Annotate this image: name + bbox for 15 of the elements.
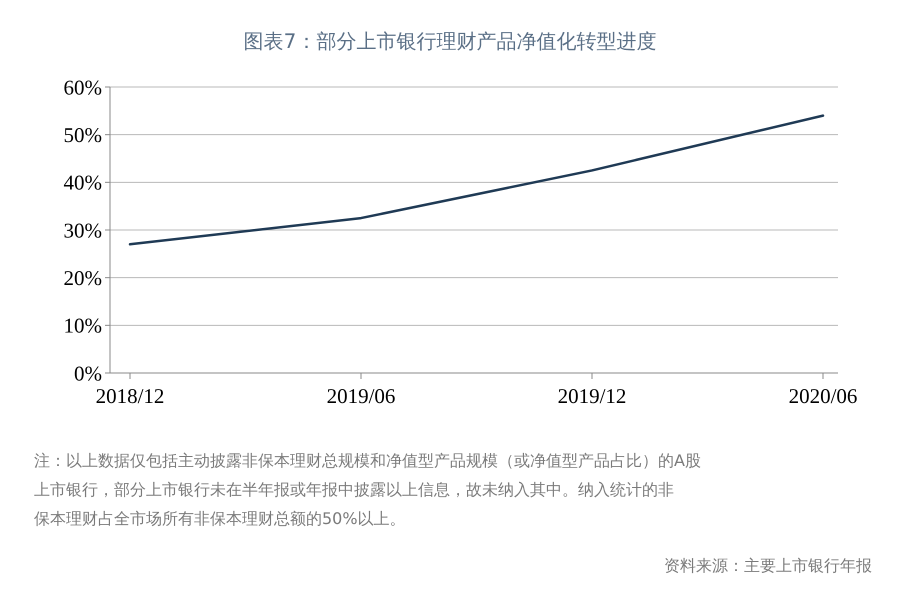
x-tick-label: 2018/12 [96, 384, 164, 408]
y-tick-label: 10% [64, 314, 102, 338]
y-tick-label: 40% [64, 170, 102, 195]
x-tick-label: 2019/12 [558, 384, 626, 408]
text: 注：以上数据仅包括主动披露非保本理财总规模和净值型产品规模（或净值型产品占比）的A股上市银行，部分上市银行未在半年报或年报中披露以上信息，故未纳入其中。纳入统计的非保本理财占全市场所有非保本理财总额的50%以上。 [34, 451, 701, 528]
y-tick-label: 30% [64, 218, 102, 242]
y-tick-label: 50% [64, 123, 102, 148]
line-series [128, 114, 824, 246]
y-tick-label: 0% [74, 361, 102, 386]
y-tick-label: 60% [64, 75, 102, 100]
y-tick-label: 20% [64, 266, 102, 290]
x-tick-label: 2019/06 [326, 384, 396, 408]
text: 资料来源：主要上市银行年报 [664, 556, 872, 575]
x-tick-label: 2020/06 [788, 384, 858, 408]
chart-title: 图表7：部分上市银行理财产品净值化转型进度 [244, 29, 656, 53]
